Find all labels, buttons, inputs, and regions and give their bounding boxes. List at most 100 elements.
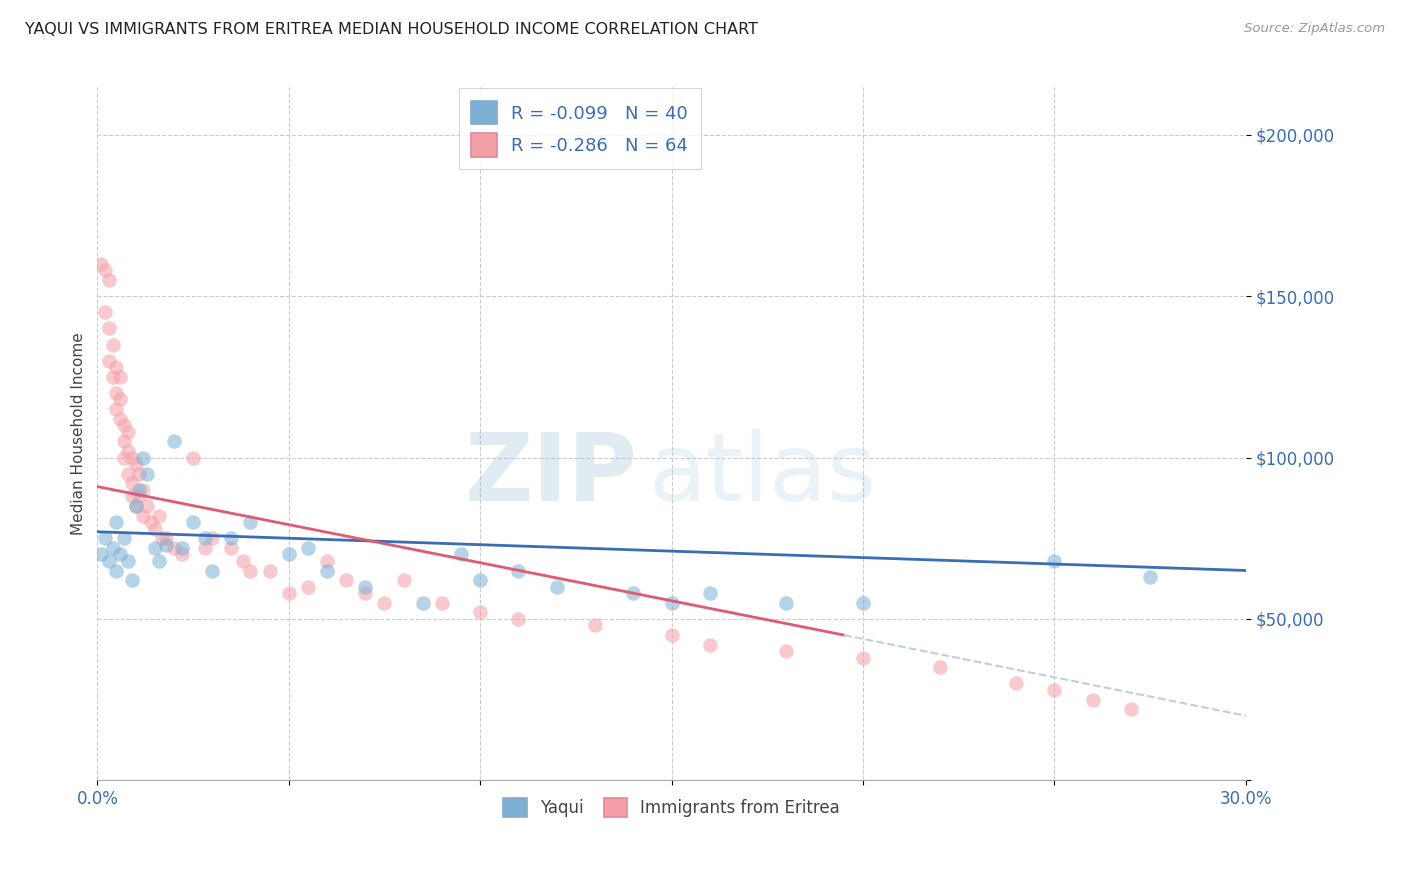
Point: [105, 402, 128, 417]
Point: [508, 612, 530, 626]
Point: [373, 596, 395, 610]
Point: [155, 538, 177, 552]
Point: [1081, 692, 1104, 706]
Point: [105, 564, 128, 578]
Point: [136, 467, 159, 481]
Point: [699, 638, 721, 652]
Point: [316, 564, 339, 578]
Point: [661, 596, 683, 610]
Point: [90, 257, 112, 271]
Text: Source: ZipAtlas.com: Source: ZipAtlas.com: [1244, 22, 1385, 36]
Point: [117, 467, 139, 481]
Point: [143, 522, 166, 536]
Point: [121, 573, 143, 587]
Point: [101, 541, 124, 555]
Point: [699, 586, 721, 600]
Point: [132, 450, 155, 465]
Point: [121, 489, 143, 503]
Point: [928, 660, 950, 674]
Point: [110, 392, 132, 407]
Point: [181, 450, 204, 465]
Point: [117, 554, 139, 568]
Point: [132, 508, 155, 523]
Point: [239, 515, 262, 529]
Point: [170, 547, 193, 561]
Point: [852, 596, 875, 610]
Point: [221, 531, 243, 545]
Point: [124, 499, 146, 513]
Point: [259, 564, 281, 578]
Point: [148, 554, 170, 568]
Point: [181, 515, 204, 529]
Point: [239, 564, 262, 578]
Point: [105, 386, 128, 401]
Point: [97, 321, 120, 335]
Point: [155, 531, 177, 545]
Point: [110, 412, 132, 426]
Point: [112, 450, 135, 465]
Point: [128, 483, 150, 497]
Point: [1043, 682, 1066, 697]
Point: [583, 618, 606, 632]
Point: [163, 541, 186, 555]
Point: [232, 554, 254, 568]
Point: [775, 644, 797, 658]
Point: [124, 499, 146, 513]
Point: [412, 596, 434, 610]
Text: ZIP: ZIP: [464, 429, 637, 521]
Point: [112, 434, 135, 449]
Point: [128, 467, 150, 481]
Point: [1005, 676, 1028, 690]
Point: [354, 586, 377, 600]
Point: [97, 554, 120, 568]
Point: [143, 541, 166, 555]
Point: [852, 650, 875, 665]
Point: [1139, 570, 1161, 584]
Point: [124, 457, 146, 471]
Point: [316, 554, 339, 568]
Point: [277, 586, 299, 600]
Point: [132, 483, 155, 497]
Point: [621, 586, 644, 600]
Point: [110, 547, 132, 561]
Point: [117, 444, 139, 458]
Text: atlas: atlas: [648, 429, 877, 521]
Legend: Yaqui, Immigrants from Eritrea: Yaqui, Immigrants from Eritrea: [496, 791, 846, 824]
Point: [546, 580, 568, 594]
Point: [105, 515, 128, 529]
Point: [430, 596, 453, 610]
Point: [470, 606, 492, 620]
Point: [139, 515, 162, 529]
Text: YAQUI VS IMMIGRANTS FROM ERITREA MEDIAN HOUSEHOLD INCOME CORRELATION CHART: YAQUI VS IMMIGRANTS FROM ERITREA MEDIAN …: [25, 22, 758, 37]
Point: [1043, 554, 1066, 568]
Point: [152, 531, 174, 545]
Point: [94, 263, 117, 277]
Point: [90, 547, 112, 561]
Point: [105, 360, 128, 375]
Point: [121, 450, 143, 465]
Point: [163, 434, 186, 449]
Point: [335, 573, 357, 587]
Point: [121, 476, 143, 491]
Point: [193, 541, 215, 555]
Point: [297, 580, 319, 594]
Point: [112, 418, 135, 433]
Point: [354, 580, 377, 594]
Point: [101, 369, 124, 384]
Point: [470, 573, 492, 587]
Point: [148, 508, 170, 523]
Point: [117, 425, 139, 439]
Point: [94, 531, 117, 545]
Point: [201, 564, 224, 578]
Point: [170, 541, 193, 555]
Y-axis label: Median Household Income: Median Household Income: [72, 332, 86, 534]
Point: [450, 547, 472, 561]
Point: [97, 353, 120, 368]
Point: [1119, 702, 1142, 716]
Point: [775, 596, 797, 610]
Point: [193, 531, 215, 545]
Point: [101, 337, 124, 351]
Point: [297, 541, 319, 555]
Point: [277, 547, 299, 561]
Point: [110, 369, 132, 384]
